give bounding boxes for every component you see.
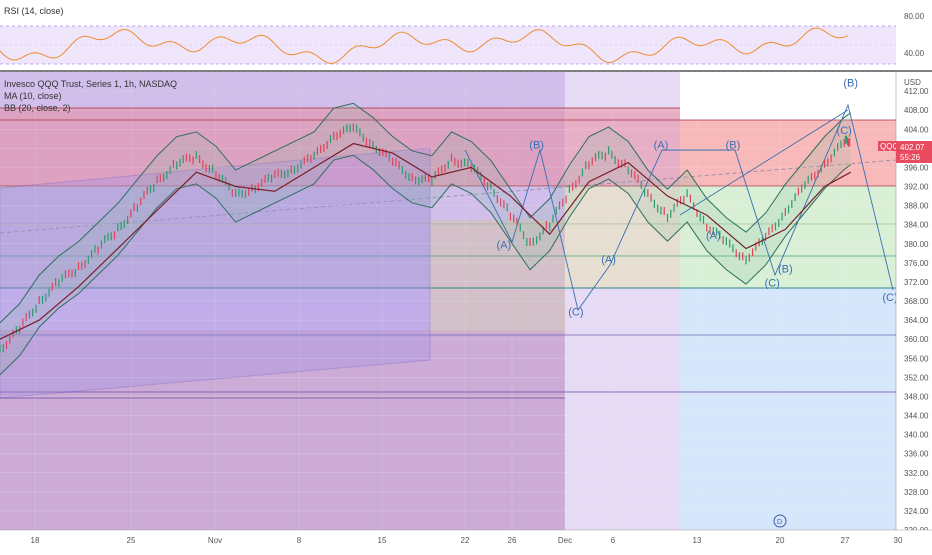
legend-bb: BB (20, close, 2) xyxy=(4,103,71,113)
countdown: 55:26 xyxy=(900,153,921,162)
y-tick-label: 336.00 xyxy=(904,450,929,459)
zone-mauve-bottom xyxy=(0,330,565,530)
event-marker[interactable] xyxy=(773,514,787,528)
price-badge xyxy=(896,141,932,163)
elliott-wave xyxy=(464,103,894,312)
last-price: 402.07 xyxy=(900,143,925,152)
y-tick-label: 408.00 xyxy=(904,106,929,115)
y-tick-label: 352.00 xyxy=(904,373,929,382)
wave-label: (A) xyxy=(654,139,669,151)
main-zones xyxy=(0,72,897,530)
x-tick-label: Nov xyxy=(208,536,222,545)
x-tick-label: Dec xyxy=(558,536,572,545)
wave-label: (B) xyxy=(529,139,544,151)
rsi-label: RSI (14, close) xyxy=(4,6,64,16)
zone-red-top xyxy=(0,108,680,186)
wave-label: (A) xyxy=(497,240,512,252)
wave-label: (C) xyxy=(837,125,852,137)
y-tick-label: 372.00 xyxy=(904,278,929,287)
zone-pink-right xyxy=(680,120,896,186)
rsi-tick-80: 80.00 xyxy=(904,12,925,21)
legend-ma: MA (10, close) xyxy=(4,91,62,101)
zone-green-right xyxy=(680,186,896,288)
y-tick-label: 344.00 xyxy=(904,412,929,421)
rsi-panel: RSI (14, close) 80.00 40.00 xyxy=(0,6,932,72)
x-tick-label: 27 xyxy=(841,536,850,545)
y-tick-label: 412.00 xyxy=(904,87,929,96)
rsi-tick-40: 40.00 xyxy=(904,49,925,58)
y-tick-label: 356.00 xyxy=(904,354,929,363)
y-tick-label: 404.00 xyxy=(904,125,929,134)
chart-title: Invesco QQQ Trust, Series 1, 1h, NASDAQ xyxy=(4,79,177,89)
x-tick-label: 22 xyxy=(461,536,470,545)
ma-line xyxy=(0,142,852,340)
x-tick-label: 25 xyxy=(127,536,136,545)
x-tick-label: 18 xyxy=(31,536,40,545)
wave-label: (A) xyxy=(601,254,616,266)
wave-lines xyxy=(464,103,894,312)
y-tick-label: 364.00 xyxy=(904,316,929,325)
price-channel xyxy=(0,147,431,399)
y-tick-label: 392.00 xyxy=(904,183,929,192)
y-tick-label: 376.00 xyxy=(904,259,929,268)
x-tick-label: 15 xyxy=(378,536,387,545)
zone-blue-right xyxy=(680,288,896,530)
symbol-badge xyxy=(878,141,896,151)
y-tick-label: 360.00 xyxy=(904,335,929,344)
wave-labels: (A) (B) (C) (A) (A) (B) (A) (C) (B) (C) (B) (C) xyxy=(497,77,898,318)
x-tick-label: 6 xyxy=(611,536,616,545)
wave-label: (A) xyxy=(706,230,721,242)
y-tick-label: 368.00 xyxy=(904,297,929,306)
y-tick-label: 328.00 xyxy=(904,488,929,497)
currency-label: USD xyxy=(904,78,921,87)
y-tick-label: 384.00 xyxy=(904,221,929,230)
y-tick-label: 332.00 xyxy=(904,469,929,478)
x-tick-label: 13 xyxy=(693,536,702,545)
x-tick-label: 30 xyxy=(894,536,903,545)
wave-label: (B) xyxy=(726,139,741,151)
symbol-text: QQQ xyxy=(880,142,899,151)
y-tick-label: 348.00 xyxy=(904,392,929,401)
wave-label: (C) xyxy=(882,292,897,304)
bb-upper xyxy=(0,102,852,324)
wave-label: (C) xyxy=(765,278,780,290)
wave-label: (C) xyxy=(568,306,583,318)
x-tick-label: 8 xyxy=(297,536,302,545)
price-series xyxy=(0,123,852,353)
price-grid xyxy=(0,72,899,531)
wave-connector xyxy=(679,109,849,216)
y-tick-label: 324.00 xyxy=(904,507,929,516)
y-tick-label: 340.00 xyxy=(904,431,929,440)
y-tick-label: 396.00 xyxy=(904,163,929,172)
wave-label: (B) xyxy=(778,263,793,275)
x-tick-label: 20 xyxy=(776,536,785,545)
y-tick-label: 388.00 xyxy=(904,202,929,211)
event-marker-text: D xyxy=(777,519,782,526)
rsi-line xyxy=(0,27,849,65)
y-tick-label: 380.00 xyxy=(904,240,929,249)
wave-label: (B) xyxy=(843,77,858,89)
x-tick-label: 26 xyxy=(508,536,517,545)
x-axis-ticks: 18 25 Nov 8 15 22 26 Dec 6 13 20 27 30 xyxy=(31,536,903,545)
